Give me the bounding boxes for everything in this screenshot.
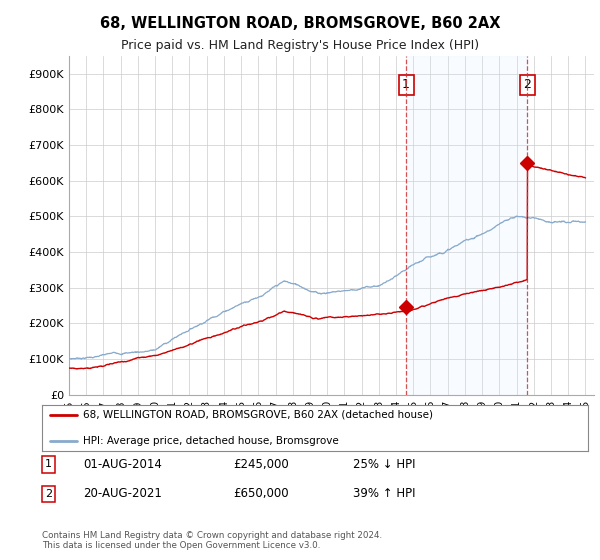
Text: 01-AUG-2014: 01-AUG-2014: [83, 458, 162, 471]
Text: 39% ↑ HPI: 39% ↑ HPI: [353, 487, 416, 501]
Text: 68, WELLINGTON ROAD, BROMSGROVE, B60 2AX: 68, WELLINGTON ROAD, BROMSGROVE, B60 2AX: [100, 16, 500, 31]
Text: 25% ↓ HPI: 25% ↓ HPI: [353, 458, 416, 471]
Text: 2: 2: [523, 78, 532, 91]
Text: 68, WELLINGTON ROAD, BROMSGROVE, B60 2AX (detached house): 68, WELLINGTON ROAD, BROMSGROVE, B60 2AX…: [83, 410, 433, 420]
Text: 1: 1: [45, 459, 52, 469]
Text: 2: 2: [45, 489, 52, 499]
Text: 20-AUG-2021: 20-AUG-2021: [83, 487, 162, 501]
Text: £650,000: £650,000: [233, 487, 289, 501]
Text: 1: 1: [402, 78, 410, 91]
Text: £245,000: £245,000: [233, 458, 289, 471]
Bar: [406, 56, 527, 395]
Text: Price paid vs. HM Land Registry's House Price Index (HPI): Price paid vs. HM Land Registry's House …: [121, 39, 479, 52]
Text: Contains HM Land Registry data © Crown copyright and database right 2024.
This d: Contains HM Land Registry data © Crown c…: [42, 531, 382, 550]
Text: HPI: Average price, detached house, Bromsgrove: HPI: Average price, detached house, Brom…: [83, 436, 338, 446]
